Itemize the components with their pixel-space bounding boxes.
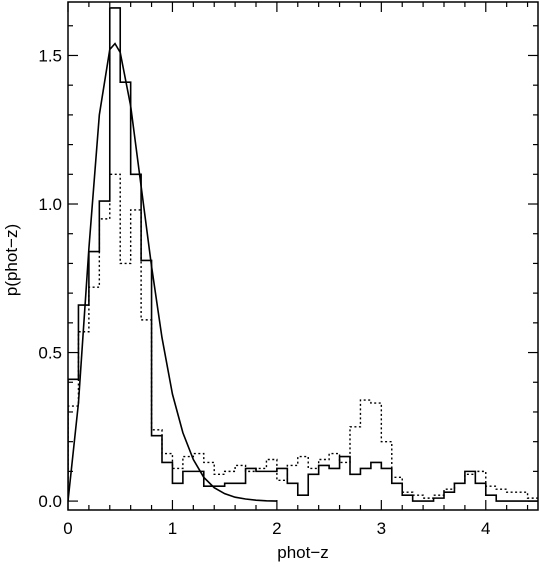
x-tick-label: 0 [63,519,72,538]
x-tick-label: 2 [272,519,281,538]
y-axis-title: p(phot−z) [2,224,21,296]
x-tick-label: 4 [481,519,490,538]
series-smooth-curve-line [68,42,277,502]
series-dotted-step-line [68,173,538,502]
x-tick-label: 1 [168,519,177,538]
y-tick-label: 1.0 [38,195,62,214]
y-tick-label: 0.5 [38,344,62,363]
series-layer [68,7,538,502]
y-tick-label: 0.0 [38,492,62,511]
series-solid-step-line [68,7,538,502]
y-tick-label: 1.5 [38,46,62,65]
x-axis-title: phot−z [277,543,329,562]
plot-frame [67,1,539,511]
x-tick-label: 3 [377,519,386,538]
axis-layer: 0 1 2 3 4 0.0 0.5 1.0 1.5 [38,1,539,538]
